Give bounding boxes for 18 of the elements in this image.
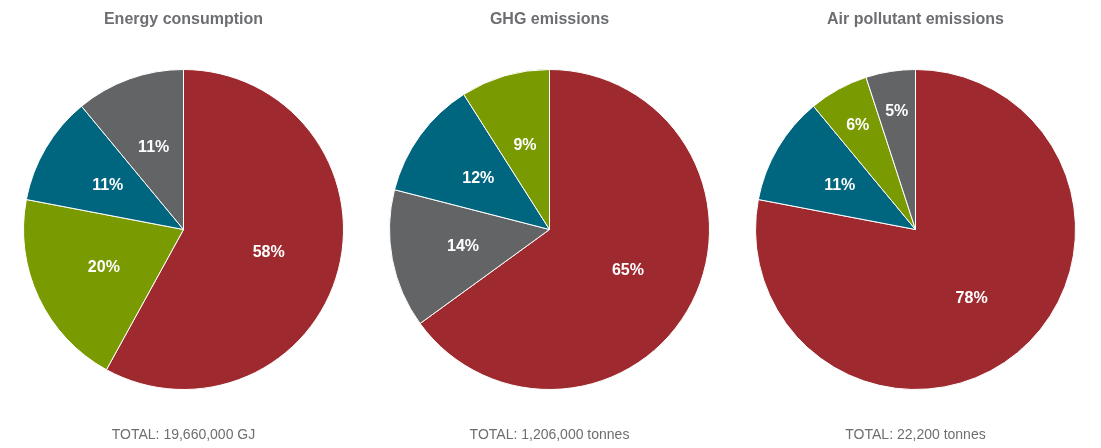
chart-title: Air pollutant emissions xyxy=(827,10,1005,27)
text: TOTAL: 19,660,000 GJ xyxy=(111,425,256,442)
data-label: 6% xyxy=(846,115,870,133)
data-label: 5% xyxy=(885,102,909,120)
chart-title: Energy consumption xyxy=(103,10,264,27)
data-label: 9% xyxy=(513,136,537,154)
text: TOTAL: 22,200 tonnes xyxy=(845,425,986,442)
text: TOTAL: 1,206,000 tonnes xyxy=(469,425,630,442)
data-label: 78% xyxy=(955,288,988,306)
data-label: 65% xyxy=(611,260,644,278)
data-label: 11% xyxy=(92,176,124,194)
data-label: 12% xyxy=(462,169,495,187)
data-label: 11% xyxy=(138,138,170,156)
data-label: 11% xyxy=(824,176,856,194)
data-label: 58% xyxy=(252,242,285,260)
chart-title: GHG emissions xyxy=(489,10,610,27)
data-label: 20% xyxy=(87,258,120,276)
data-label: 14% xyxy=(447,237,480,255)
